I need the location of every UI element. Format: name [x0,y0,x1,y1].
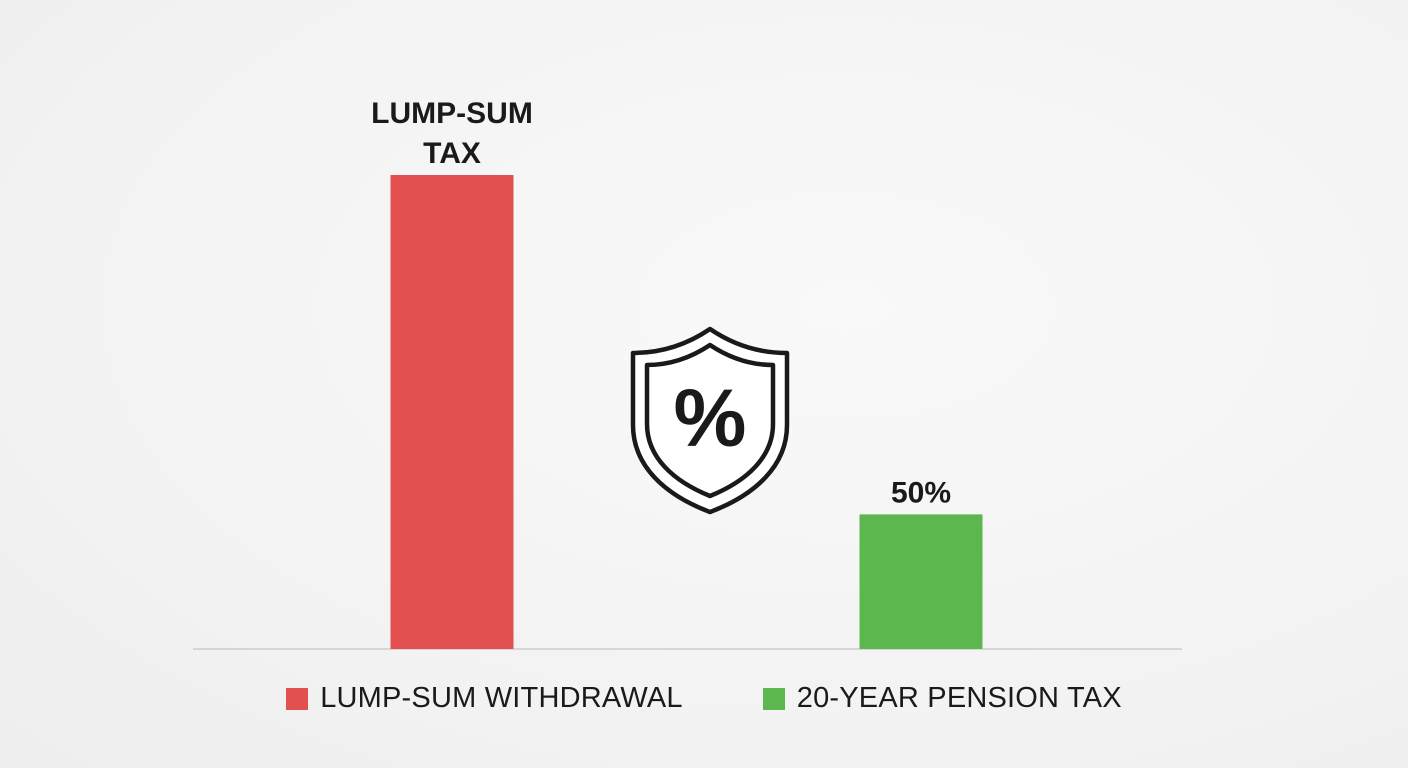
data-label-pension: 50% [891,476,951,509]
bar-lump-sum [390,175,514,649]
legend-swatch-lump-sum [286,687,309,710]
data-labels-group: LUMP-SUM TAX 50% [371,97,951,509]
bars-group [390,175,983,649]
legend-swatch-pension [762,687,785,710]
legend-label-pension: 20-YEAR PENSION TAX [796,682,1122,714]
percent-glyph: % [674,373,747,464]
legend-item-pension: 20-YEAR PENSION TAX [762,682,1122,715]
bar-pension [859,514,983,649]
legend-label-lump-sum: LUMP-SUM WITHDRAWAL [320,682,683,714]
data-label-lump-sum: LUMP-SUM TAX [371,97,533,170]
shield-percent-icon: % [630,326,790,515]
legend: LUMP-SUM WITHDRAWAL 20-YEAR PENSION TAX [0,682,1408,715]
legend-item-lump-sum: LUMP-SUM WITHDRAWAL [286,682,683,715]
